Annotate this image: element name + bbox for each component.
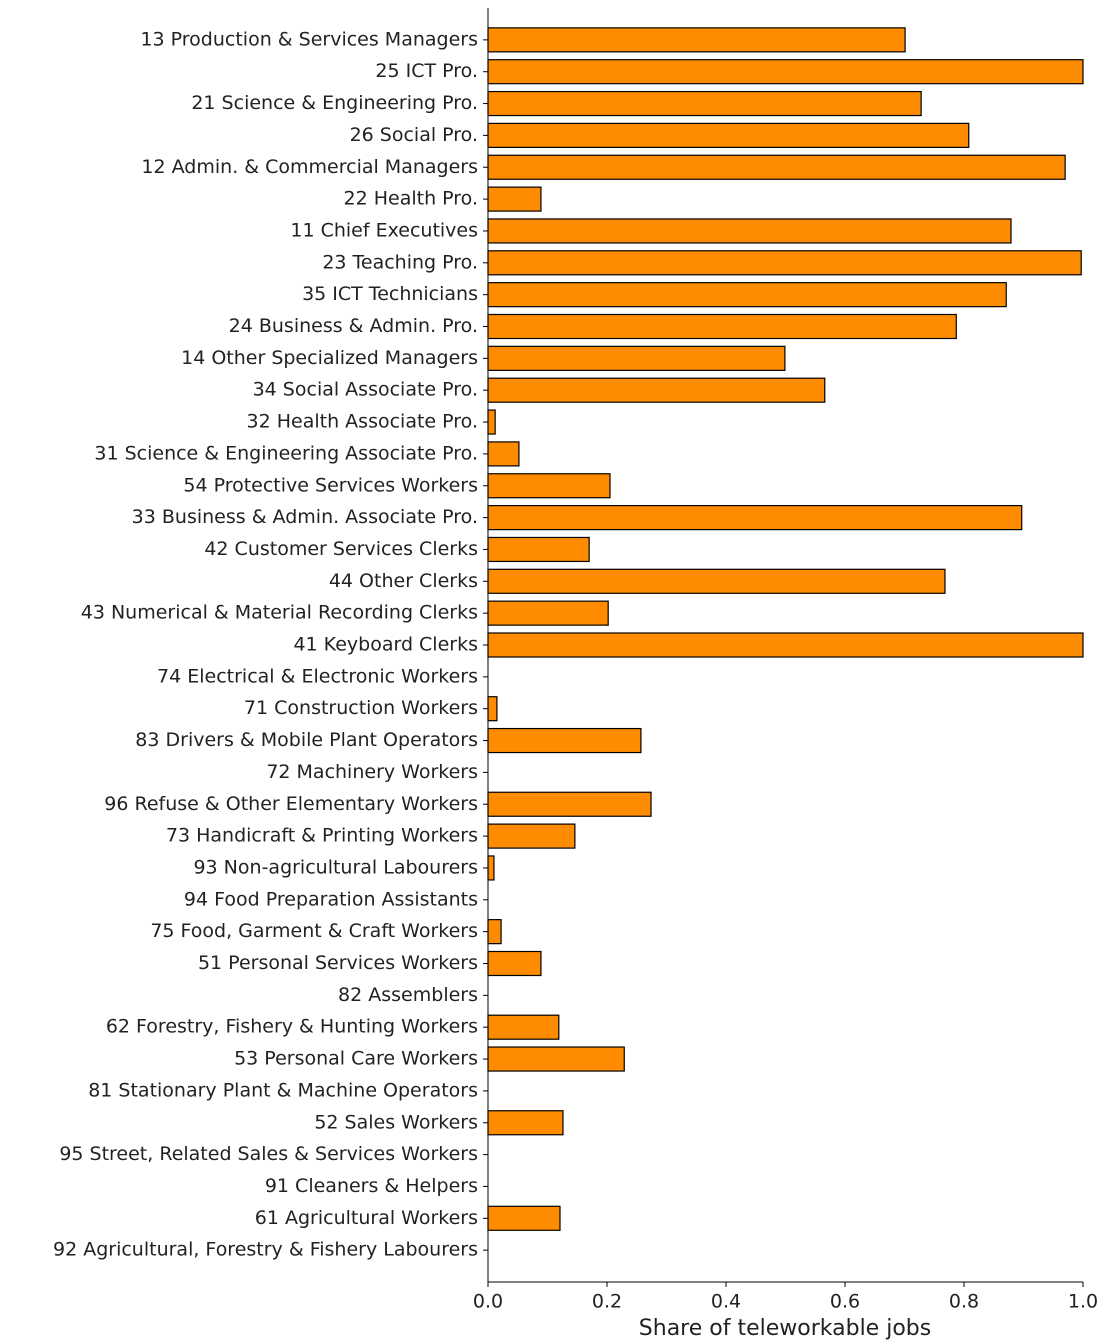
bar xyxy=(487,409,496,435)
bar xyxy=(487,1014,560,1040)
bar xyxy=(487,250,1082,276)
y-tick-label: 41 Keyboard Clerks xyxy=(293,634,478,656)
y-tick-label: 35 ICT Technicians xyxy=(302,283,478,305)
y-tick-label: 24 Business & Admin. Pro. xyxy=(229,315,478,337)
y-tick-label: 13 Production & Services Managers xyxy=(140,28,478,50)
y-tick-label: 61 Agricultural Workers xyxy=(255,1207,478,1229)
y-tick-label: 81 Stationary Plant & Machine Operators xyxy=(88,1079,478,1101)
y-tick-label: 83 Drivers & Mobile Plant Operators xyxy=(135,729,478,751)
y-tick-label: 72 Machinery Workers xyxy=(266,761,478,783)
bar xyxy=(487,154,1066,180)
y-tick-label: 43 Numerical & Material Recording Clerks xyxy=(81,602,478,624)
bar xyxy=(487,59,1084,85)
y-tick-label: 94 Food Preparation Assistants xyxy=(184,888,478,910)
bar xyxy=(487,791,652,817)
bar xyxy=(487,919,502,945)
x-tick-label: 0.6 xyxy=(830,1291,860,1313)
x-tick-label: 1.0 xyxy=(1068,1291,1098,1313)
bar xyxy=(487,282,1007,308)
y-tick-label: 71 Construction Workers xyxy=(244,697,478,719)
bar xyxy=(487,950,542,977)
y-tick-label: 62 Forestry, Fishery & Hunting Workers xyxy=(106,1016,478,1038)
x-tick-label: 0.2 xyxy=(592,1291,622,1313)
bar xyxy=(487,1110,564,1136)
y-tick-label: 92 Agricultural, Forestry & Fishery Labo… xyxy=(53,1239,478,1261)
y-tick-label: 74 Electrical & Electronic Workers xyxy=(157,665,478,687)
bar xyxy=(487,696,498,722)
bar xyxy=(487,186,542,212)
y-tick-label: 82 Assemblers xyxy=(338,984,478,1006)
y-tick-label: 22 Health Pro. xyxy=(344,188,479,210)
bar xyxy=(487,1205,561,1231)
y-tick-label: 93 Non-agricultural Labourers xyxy=(193,856,478,878)
bar xyxy=(487,632,1084,658)
y-tick-label: 33 Business & Admin. Associate Pro. xyxy=(132,506,478,528)
y-tick-label: 14 Other Specialized Managers xyxy=(181,347,478,369)
bar xyxy=(487,505,1023,531)
y-tick-label: 26 Social Pro. xyxy=(350,124,478,146)
y-tick-label: 34 Social Associate Pro. xyxy=(253,379,478,401)
bar xyxy=(487,823,576,849)
bar xyxy=(487,727,642,754)
bar xyxy=(487,441,520,467)
y-tick-label: 95 Street, Related Sales & Services Work… xyxy=(59,1143,478,1165)
bar xyxy=(487,122,970,149)
bar xyxy=(487,536,590,563)
bar xyxy=(487,473,611,499)
y-tick-label: 51 Personal Services Workers xyxy=(198,952,478,974)
y-tick-label: 25 ICT Pro. xyxy=(375,60,478,82)
y-tick-label: 21 Science & Engineering Pro. xyxy=(191,92,478,114)
x-tick-label: 0.4 xyxy=(711,1291,741,1313)
x-tick-label: 0.8 xyxy=(949,1291,979,1313)
y-tick-label: 44 Other Clerks xyxy=(329,570,478,592)
y-tick-label: 54 Protective Services Workers xyxy=(183,474,478,496)
bar xyxy=(487,568,946,594)
y-tick-label: 31 Science & Engineering Associate Pro. xyxy=(94,442,478,464)
y-tick-label: 11 Chief Executives xyxy=(290,219,478,241)
y-tick-label: 52 Sales Workers xyxy=(314,1111,478,1133)
bar xyxy=(487,1046,625,1072)
x-axis-label: Share of teleworkable jobs xyxy=(639,1316,931,1341)
x-tick-label: 0.0 xyxy=(473,1291,503,1313)
bar xyxy=(487,855,495,881)
y-tick-label: 42 Customer Services Clerks xyxy=(204,538,478,560)
y-tick-label: 53 Personal Care Workers xyxy=(234,1048,478,1070)
bar xyxy=(487,218,1012,244)
y-tick-label: 96 Refuse & Other Elementary Workers xyxy=(104,793,478,815)
y-tick-label: 12 Admin. & Commercial Managers xyxy=(141,156,478,178)
y-tick-label: 91 Cleaners & Helpers xyxy=(265,1175,478,1197)
y-tick-label: 32 Health Associate Pro. xyxy=(247,411,478,433)
bar xyxy=(487,345,786,371)
y-tick-label: 73 Handicraft & Printing Workers xyxy=(166,825,478,847)
bar xyxy=(487,90,922,117)
bar xyxy=(487,600,609,626)
bar xyxy=(487,27,906,53)
y-tick-label: 23 Teaching Pro. xyxy=(322,251,478,273)
y-tick-label: 75 Food, Garment & Craft Workers xyxy=(150,920,478,942)
bar xyxy=(487,313,957,340)
bar xyxy=(487,377,826,403)
